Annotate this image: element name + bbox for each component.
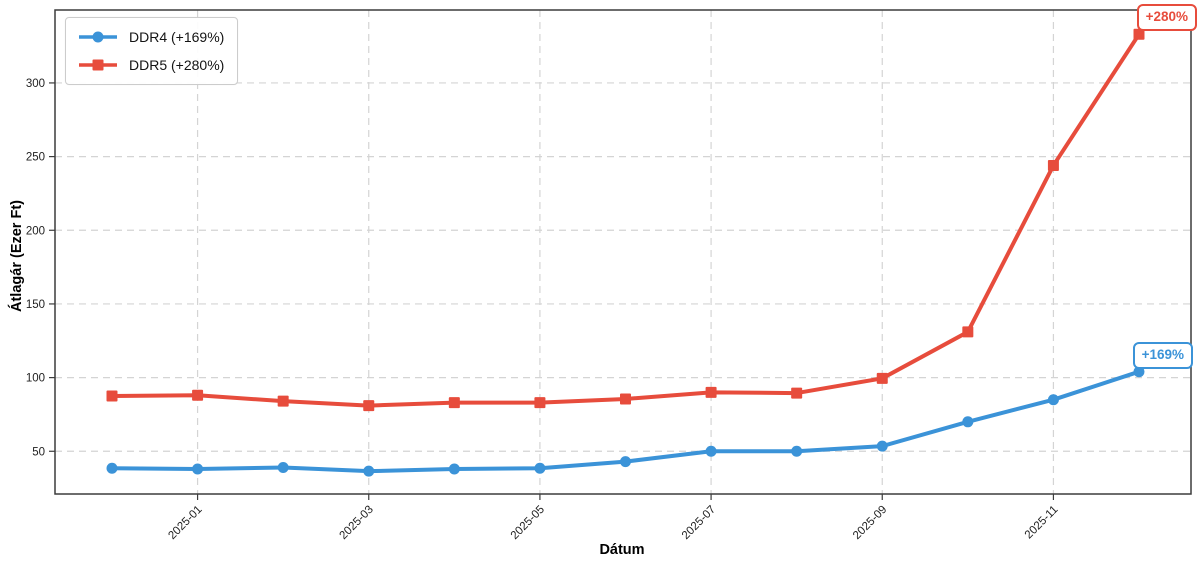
data-point-circle	[791, 445, 803, 457]
data-point-square	[106, 390, 118, 402]
data-point-square	[705, 386, 717, 398]
x-tick-label: 2025-01	[166, 504, 204, 542]
data-point-circle	[106, 462, 118, 474]
data-point-square	[363, 400, 375, 412]
x-tick-label: 2025-03	[338, 504, 376, 542]
legend-label-ddr5: DDR5 (+280%)	[129, 57, 225, 73]
y-tick-label: 200	[26, 225, 45, 237]
y-tick-label: 50	[32, 446, 45, 458]
data-point-circle	[620, 456, 631, 468]
x-tick-label: 2025-11	[1023, 504, 1061, 542]
legend-label-ddr4: DDR4 (+169%)	[129, 29, 225, 45]
data-point-circle	[876, 440, 888, 452]
data-point-square	[620, 393, 631, 405]
data-point-circle	[962, 416, 974, 428]
legend-item-ddr4: DDR4 (+169%)	[76, 25, 224, 49]
ddr5-line-marker-icon	[79, 59, 117, 71]
data-point-circle	[363, 465, 375, 477]
x-axis-label: Dátum	[599, 542, 645, 558]
y-tick-label: 300	[26, 78, 45, 90]
data-point-circle	[1047, 394, 1059, 406]
x-tick-label: 2025-05	[509, 504, 547, 542]
legend: DDR4 (+169%) DDR5 (+280%)	[65, 17, 239, 85]
data-point-circle	[705, 445, 717, 457]
plot-border	[54, 9, 1192, 495]
data-point-square	[277, 395, 289, 407]
data-point-square	[448, 397, 460, 409]
y-tick-label: 250	[26, 152, 45, 164]
series-line	[110, 32, 1141, 408]
annotation-ddr4-pct: +169%	[1132, 342, 1193, 369]
data-point-square	[962, 326, 974, 338]
data-point-circle	[448, 463, 460, 475]
data-point-square	[1133, 28, 1145, 40]
data-point-square	[791, 387, 803, 399]
data-point-square	[534, 397, 546, 409]
data-point-circle	[192, 463, 204, 475]
data-point-square	[876, 372, 888, 384]
data-point-circle	[534, 462, 546, 474]
y-axis-label: Átlagár (Ezer Ft)	[9, 200, 25, 312]
annotation-ddr5-pct: +280%	[1136, 4, 1197, 31]
x-tick-label: 2025-09	[851, 504, 889, 542]
y-tick-label: 100	[26, 373, 45, 385]
data-point-square	[1047, 159, 1059, 171]
legend-square-marker	[92, 59, 104, 71]
legend-item-ddr5: DDR5 (+280%)	[76, 53, 224, 77]
legend-circle-marker	[92, 31, 104, 43]
data-point-circle	[277, 461, 289, 473]
y-tick-label: 150	[26, 299, 45, 311]
ddr4-line-marker-icon	[79, 31, 117, 43]
x-tick-label: 2025-07	[680, 504, 718, 542]
data-point-square	[192, 389, 204, 401]
data-point-circle	[1133, 366, 1145, 378]
